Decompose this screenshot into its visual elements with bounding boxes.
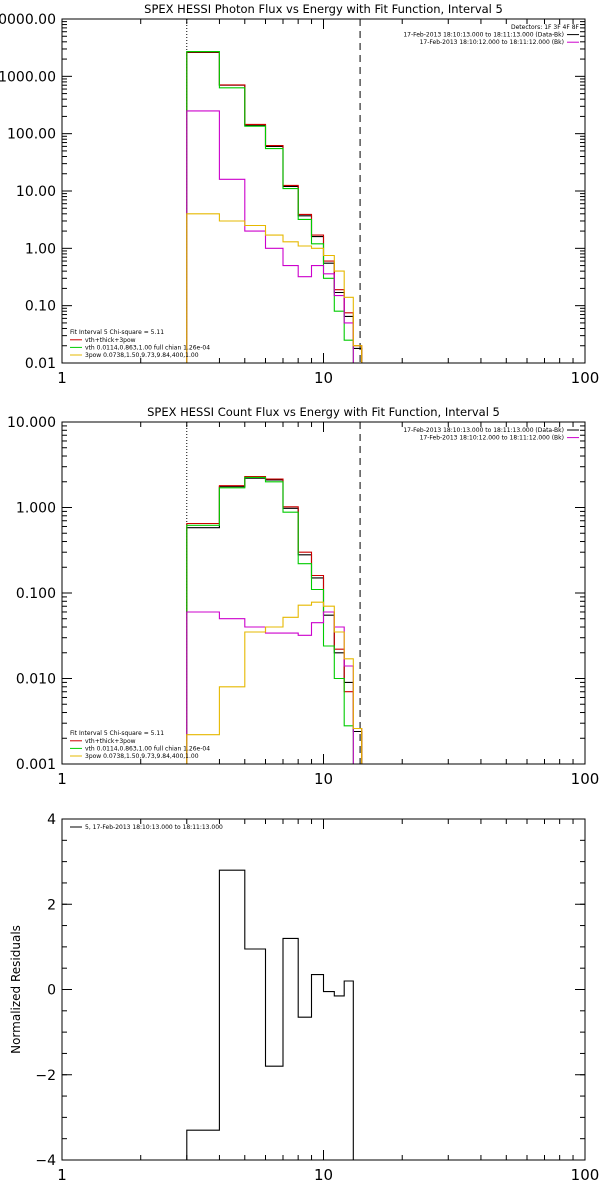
series-line-1 (186, 51, 363, 363)
y-tick-label: 10.00 (16, 184, 56, 200)
legend-entry: Fit Interval 5 Chi-square = 5.11 (70, 730, 164, 737)
series-line-4 (186, 110, 354, 363)
y-tick-label: 10000.00 (0, 12, 56, 28)
series-line-1 (186, 869, 362, 1160)
y-tick-label: 4 (47, 812, 56, 828)
panel-3: Normalized Residuals 1 10 100 −4 −2 0 2 4 5, 17-F… (9, 812, 599, 1184)
x-tick-label: 10 (314, 369, 333, 387)
x-tick-label: 1 (57, 369, 67, 387)
y-tick-label: 1.000 (16, 501, 56, 517)
x-tick-label: 100 (571, 369, 600, 387)
y-tick-label: 100.00 (7, 127, 56, 143)
panel-title: SPEX HESSI Count Flux vs Energy with Fit… (147, 405, 500, 419)
panel-2: SPEX HESSI Count Flux vs Energy with Fit… (7, 405, 599, 788)
y-axis-label: Normalized Residuals (9, 925, 23, 1054)
data-series-group (186, 869, 362, 1160)
data-series-group (186, 476, 370, 764)
y-tick-label: −4 (35, 1153, 56, 1169)
series-line-3 (186, 476, 362, 764)
series-line-5 (186, 213, 363, 363)
panel-title: SPEX HESSI Photon Flux vs Energy with Fi… (144, 2, 503, 16)
series-line-2 (186, 51, 363, 363)
legend-entry: 17-Feb-2013 18:10:12.000 to 18:11:12.000… (420, 39, 564, 46)
panel-1: SPEX HESSI Photon Flux vs Energy with Fi… (0, 2, 599, 387)
y-tick-label: 0.001 (16, 757, 56, 773)
x-tick-label: 10 (314, 770, 333, 788)
y-tick-label: −2 (35, 1068, 56, 1084)
axes-frame (61, 18, 586, 364)
y-tick-label: 0.100 (16, 586, 56, 602)
legend-entry: 5, 17-Feb-2013 18:10:13.000 to 18:11:13.… (85, 824, 223, 831)
legend-entry: vth+thick+3pow (85, 738, 136, 745)
series-line-5 (186, 601, 370, 764)
x-tick-label: 1 (57, 1166, 67, 1184)
legend-entry: Detectors: 1F 3F 4F 8F (511, 24, 580, 31)
series-line-1 (186, 477, 363, 764)
legend-top: 5, 17-Feb-2013 18:10:13.000 to 18:11:13.… (70, 824, 223, 831)
y-tick-label: 0.10 (25, 299, 56, 315)
legend-bottom: Fit Interval 5 Chi-square = 5.11vth+thic… (70, 730, 210, 760)
legend-entry: 3pow 0.0738,1.50,9.73,9.84,400,1.00 (85, 352, 199, 359)
x-tick-label: 100 (571, 1166, 600, 1184)
legend-entry: vth+thick+3pow (85, 337, 136, 344)
legend-entry: vth 0.0114,0.863,1.00 full chian 1.26e-0… (85, 344, 210, 351)
legend-entry: Fit Interval 5 Chi-square = 5.11 (70, 329, 164, 336)
legend-entry: 17-Feb-2013 18:10:12.000 to 18:11:12.000… (420, 435, 564, 442)
y-tick-label: 0 (47, 983, 56, 999)
y-tick-label: 1.00 (25, 241, 56, 257)
data-series-group (186, 51, 363, 363)
legend-bottom: Fit Interval 5 Chi-square = 5.11vth+thic… (70, 329, 210, 359)
legend-top: 17-Feb-2013 18:10:13.000 to 18:11:13.000… (403, 427, 579, 442)
series-line-3 (186, 51, 362, 363)
y-tick-label: 0.01 (25, 356, 56, 372)
series-line-2 (186, 476, 363, 764)
y-tick-label: 2 (47, 897, 56, 913)
axes-frame (61, 818, 586, 1161)
y-tick-label: 0.010 (16, 672, 56, 688)
x-tick-label: 100 (571, 770, 600, 788)
legend-entry: vth 0.0114,0.863,1.00 full chian 1.26e-0… (85, 745, 210, 752)
series-line-4 (186, 611, 354, 764)
legend-entry: 17-Feb-2013 18:10:13.000 to 18:11:13.000… (403, 427, 564, 434)
y-tick-label: 1000.00 (0, 69, 56, 85)
x-tick-label: 10 (314, 1166, 333, 1184)
axes-frame (61, 421, 586, 765)
y-tick-label: 10.000 (7, 415, 56, 431)
legend-entry: 17-Feb-2013 18:10:13.000 to 18:11:13.000… (403, 32, 564, 39)
x-tick-label: 1 (57, 770, 67, 788)
legend-entry: 3pow 0.0738,1.50,9.73,9.84,400,1.00 (85, 753, 199, 760)
